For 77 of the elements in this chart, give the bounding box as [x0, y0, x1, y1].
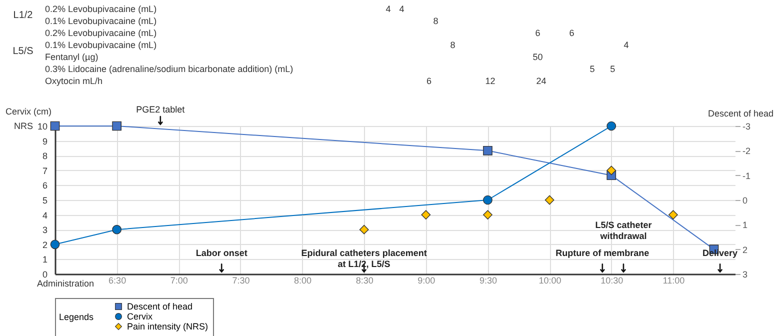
legend-label: Cervix [127, 312, 153, 322]
text: 4 [399, 4, 404, 14]
x-tick-label: 7:00 [170, 276, 188, 286]
x-tick-label: 9:00 [418, 276, 436, 286]
legend-label: Pain intensity (NRS) [127, 322, 208, 332]
point [50, 240, 60, 250]
y-tick-label: 9 [42, 136, 48, 146]
point [483, 195, 492, 205]
text: Oxytocin mL/h [45, 76, 103, 86]
y-tick-label: 4 [42, 210, 48, 220]
point [483, 210, 492, 220]
y2-tick-label: 1 [742, 220, 748, 230]
text: L1/2 [13, 10, 34, 21]
x-axis-title: Administration [36, 278, 94, 288]
text: 0.1% Levobupivacaine (mL) [45, 40, 157, 50]
text: 4 [386, 4, 391, 14]
legend-title: Legends [59, 312, 94, 322]
legend-label: Descent of head [127, 302, 193, 312]
y-tick-label: 2 [42, 240, 48, 250]
annotation: Epidural catheters placement at L1/2, L5/S [301, 248, 427, 269]
text: 0.2% Levobupivacaine (mL) [45, 4, 157, 14]
y2-tick-label: 0 [742, 196, 748, 206]
point [544, 195, 554, 205]
annotation: L5/S catheter withdrawal [595, 220, 652, 241]
point [359, 224, 369, 234]
y-tick-label: 7 [42, 166, 48, 176]
point [606, 166, 616, 176]
text: 0.1% Levobupivacaine (mL) [45, 16, 157, 26]
x-tick-label: 9:30 [479, 276, 497, 286]
text: 6 [569, 28, 574, 38]
text: Fentanyl (µg) [45, 52, 98, 62]
y-tick-label: 8 [42, 151, 48, 162]
text: 5 [610, 64, 616, 74]
annotation: Rupture of membrane [556, 248, 650, 258]
point [606, 121, 616, 131]
point [668, 210, 678, 220]
annotation: Delivery [702, 248, 738, 258]
y-tick-label: 0 [42, 270, 48, 280]
y-tick-label: 5 [42, 196, 48, 206]
annotation: Labor onset [196, 248, 248, 258]
y2-tick-label: -2 [742, 146, 751, 156]
text: 8 [433, 16, 438, 26]
y-axis-title: Cervix (cm) [6, 106, 52, 116]
x-tick-label: 10:30 [600, 276, 624, 286]
point [483, 146, 492, 156]
text: PGE2 tablet [136, 104, 186, 114]
text: 24 [536, 76, 546, 86]
y2-tick-label: -1 [742, 170, 751, 181]
y-tick-label: 10 [37, 122, 48, 132]
y2-axis-title: Descent of head [708, 108, 774, 118]
y-tick-label: 1 [42, 254, 48, 265]
x-tick-label: 11:00 [662, 276, 685, 286]
text: 6 [535, 28, 540, 38]
x-tick-label: 6:30 [108, 276, 126, 286]
x-tick-label: 10:00 [538, 276, 562, 286]
x-tick-label: 8:30 [356, 276, 374, 286]
y-tick-label: 3 [42, 225, 48, 236]
text: 12 [485, 76, 496, 86]
text: 50 [532, 52, 543, 62]
text: 0.2% Levobupivacaine (mL) [45, 28, 157, 38]
x-tick-label: 8:00 [294, 276, 312, 286]
text: 4 [624, 40, 629, 50]
point [421, 210, 431, 220]
x-tick-label: 7:30 [232, 276, 250, 286]
text: L5/S [12, 46, 34, 57]
text: 8 [450, 40, 456, 50]
text: 6 [426, 76, 432, 86]
text: 0.3% Lidocaine (adrenaline/sodium bicarbonate addition) (mL) [45, 64, 294, 74]
text: NRS [14, 121, 33, 131]
y2-tick-label: 3 [742, 270, 748, 280]
text: 5 [590, 64, 595, 74]
y2-tick-label: -3 [742, 122, 751, 132]
point [112, 121, 122, 131]
point [50, 121, 60, 131]
y-tick-label: 6 [42, 180, 48, 191]
point [112, 224, 122, 234]
y2-tick-label: 2 [742, 244, 748, 255]
